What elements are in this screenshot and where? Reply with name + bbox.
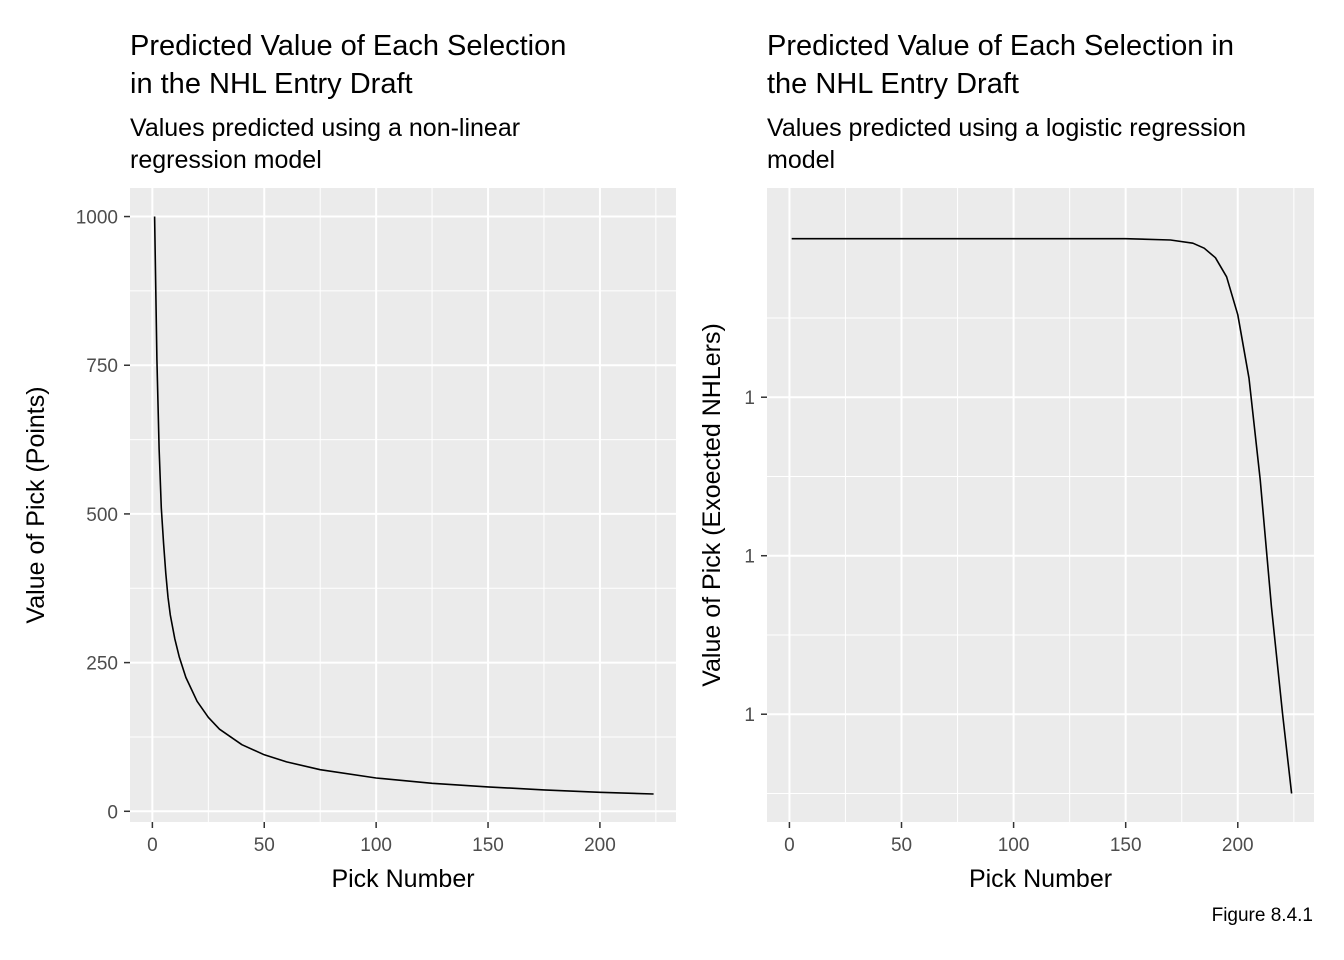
chart-2-x-tick-label: 0 — [784, 835, 795, 856]
chart-2-x-tick-label: 200 — [1222, 835, 1254, 856]
chart-2-x-tick-label: 150 — [1110, 835, 1142, 856]
figure-caption: Figure 8.4.1 — [1211, 905, 1313, 926]
chart-1-x-tick-label: 150 — [472, 835, 504, 856]
chart-1-x-tick-label: 200 — [584, 835, 616, 856]
chart-2-series-line — [791, 237, 1293, 794]
chart-1-y-tick-label: 250 — [86, 654, 118, 675]
chart-1-subtitle: Values predicted using a non-linear regr… — [130, 114, 521, 174]
chart-1-y-axis-label: Value of Pick (Points) — [22, 386, 50, 623]
chart-1-series-line — [153, 216, 654, 795]
chart-1-y-tick-label: 500 — [86, 505, 118, 526]
chart-1-y-tick-label: 750 — [86, 356, 118, 377]
chart-2-plot-panel — [767, 188, 1314, 822]
chart-1-y-tick-label: 1000 — [76, 208, 118, 229]
chart-2-y-tick-label: 1 — [744, 547, 755, 568]
chart-1-x-tick-label: 100 — [360, 835, 392, 856]
chart-2-x-tick-label: 50 — [891, 835, 912, 856]
chart-2-title: Predicted Value of Each Selection in the… — [767, 30, 1234, 100]
chart-2-y-tick-label: 1 — [744, 388, 755, 409]
chart-1-y-tick-label: 0 — [107, 802, 118, 823]
chart-1-x-axis-label: Pick Number — [331, 865, 474, 893]
chart-1-x-tick-label: 50 — [254, 835, 275, 856]
chart-1-title: Predicted Value of Each Selection in the… — [130, 30, 567, 100]
chart-2-subtitle: Values predicted using a logistic regres… — [767, 114, 1246, 174]
chart-1-plot-panel — [130, 188, 676, 822]
chart-1-x-tick-label: 0 — [147, 835, 158, 856]
chart-2-x-tick-label: 100 — [998, 835, 1030, 856]
chart-2-y-axis-label: Value of Pick (Exoected NHLers) — [698, 323, 726, 687]
chart-2-x-axis-label: Pick Number — [969, 865, 1112, 893]
chart-2-y-tick-label: 1 — [744, 705, 755, 726]
